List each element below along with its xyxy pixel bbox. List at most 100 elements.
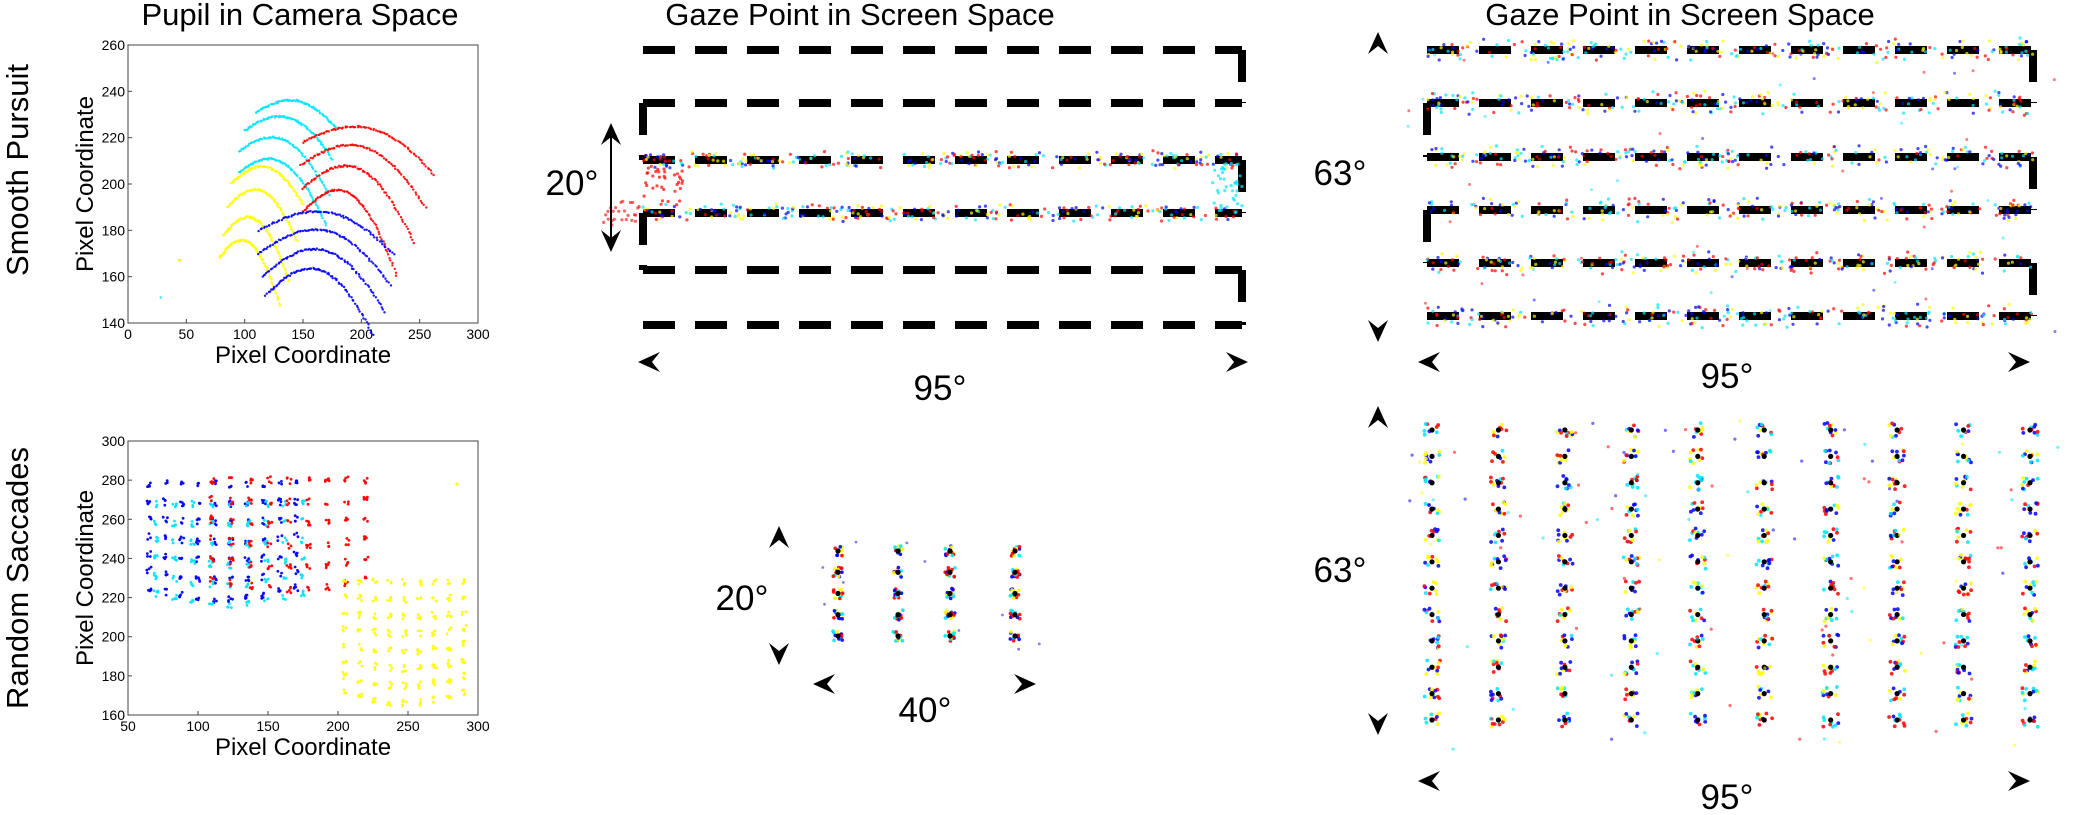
data-point [149, 481, 152, 485]
data-point [375, 580, 379, 584]
data-point [164, 552, 168, 556]
data-point [2015, 312, 2019, 316]
data-point [276, 284, 279, 287]
data-point [1956, 257, 1961, 261]
data-point [1710, 158, 1714, 162]
data-point [1999, 164, 2003, 168]
data-point [672, 173, 677, 177]
data-point [1436, 305, 1440, 309]
data-point [1921, 202, 1926, 206]
data-point [1998, 212, 2002, 216]
target-dot [1495, 453, 1502, 459]
data-point [328, 147, 332, 151]
data-point [2005, 166, 2009, 170]
data-point [416, 652, 420, 656]
data-point [308, 523, 312, 527]
data-point [2000, 151, 2004, 155]
data-point [1424, 672, 1429, 676]
data-point [461, 595, 465, 599]
data-point [154, 574, 158, 578]
data-point [1532, 298, 1536, 302]
data-point [2003, 213, 2007, 217]
data-point [1633, 109, 1637, 113]
data-point [1858, 257, 1862, 261]
data-point [1984, 102, 1988, 106]
data-point [355, 244, 358, 248]
data-point [1640, 154, 1644, 158]
data-point [356, 247, 360, 250]
data-point [1966, 255, 1970, 259]
data-point [171, 556, 175, 560]
data-point [719, 202, 723, 206]
data-point [1549, 40, 1553, 44]
data-point [417, 195, 420, 198]
data-point [1051, 218, 1055, 223]
data-point [1169, 151, 1173, 155]
y-axis-label: Pixel Coordinate [72, 96, 99, 272]
data-point [1663, 209, 1668, 213]
data-point [2001, 110, 2005, 114]
data-point [1610, 106, 1614, 110]
data-point [2002, 216, 2006, 220]
data-point [356, 597, 360, 600]
data-point [246, 520, 250, 524]
data-point [1834, 206, 1838, 210]
data-point [1757, 265, 1761, 269]
data-point [986, 153, 990, 157]
data-point [264, 229, 267, 232]
data-point [1854, 151, 1858, 155]
data-point [1584, 51, 1588, 55]
data-point [1508, 319, 1512, 323]
data-point [1550, 266, 1554, 270]
data-point [927, 162, 932, 166]
data-point [1725, 304, 1730, 308]
data-point [1815, 322, 1819, 326]
data-point [1906, 317, 1910, 321]
data-point [1623, 148, 1628, 152]
data-point [1571, 102, 1575, 106]
data-point [1975, 55, 1979, 59]
data-point [218, 254, 222, 257]
data-point [1976, 48, 1980, 52]
data-point [1491, 502, 1495, 507]
data-point [1033, 159, 1037, 163]
y-tick-label: 220 [102, 590, 126, 606]
data-point [1844, 95, 1848, 99]
data-point [246, 485, 249, 488]
data-point [346, 190, 349, 193]
data-point [1482, 266, 1486, 270]
data-point [1463, 96, 1467, 100]
data-point [1799, 201, 1803, 205]
data-point [392, 203, 396, 207]
data-point [287, 565, 291, 569]
data-point [1726, 208, 1730, 212]
data-point [1035, 211, 1040, 215]
data-point [302, 594, 306, 597]
data-point [1568, 47, 1572, 52]
data-point [1422, 607, 1427, 612]
data-point [1929, 207, 1933, 211]
data-point [1626, 203, 1630, 207]
data-point [805, 205, 810, 209]
data-point [412, 241, 415, 245]
data-point [163, 534, 167, 537]
data-point [835, 209, 839, 213]
data-point [403, 222, 407, 226]
data-point [260, 227, 263, 230]
data-point [343, 691, 346, 695]
data-point [722, 207, 726, 211]
data-point [362, 252, 366, 255]
data-point [1658, 132, 1662, 136]
data-point [383, 242, 386, 246]
data-point [270, 115, 274, 118]
data-point [449, 664, 453, 668]
data-point [1695, 93, 1699, 98]
data-point [1434, 588, 1438, 593]
data-point [306, 187, 310, 190]
data-point [389, 646, 393, 650]
data-point [1439, 107, 1443, 111]
data-point [1564, 201, 1568, 205]
data-point [198, 517, 201, 521]
data-point [250, 498, 253, 502]
data-point [320, 214, 323, 218]
